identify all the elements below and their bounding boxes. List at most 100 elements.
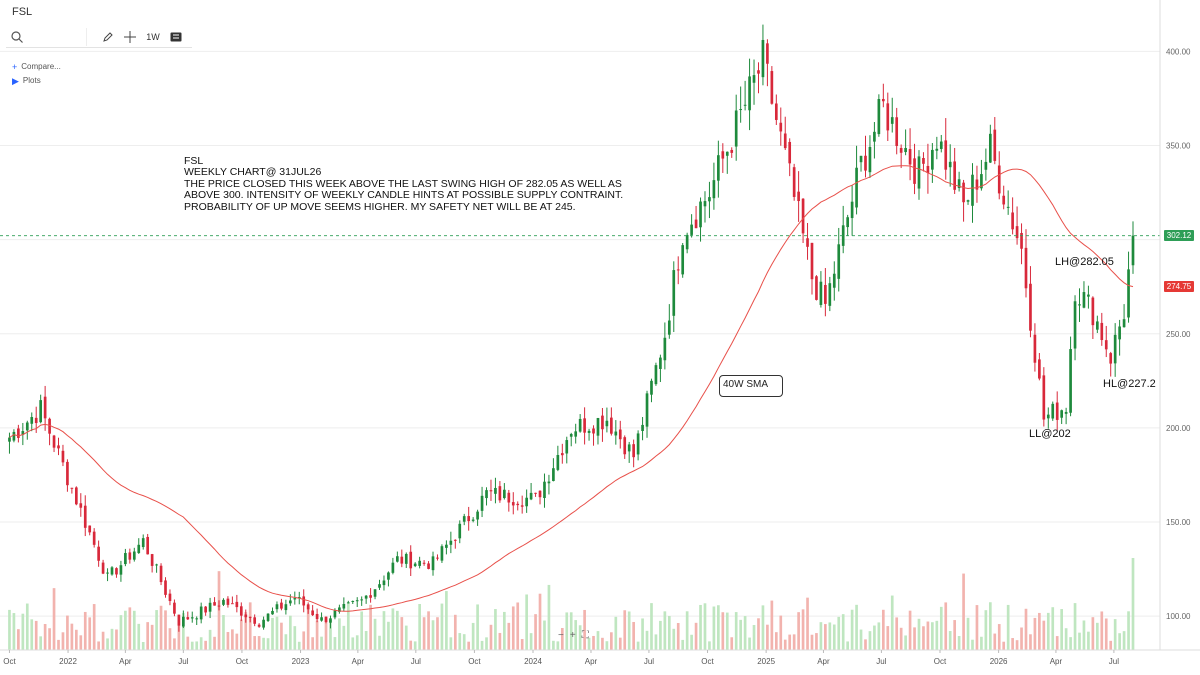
candle-body bbox=[783, 133, 787, 149]
candle-body bbox=[231, 603, 234, 605]
volume-bar bbox=[507, 622, 511, 650]
x-tick-label: Jul bbox=[876, 657, 886, 666]
volume-bar bbox=[280, 622, 283, 650]
volume-bar bbox=[975, 605, 979, 650]
candle-body bbox=[369, 595, 372, 598]
candle-body bbox=[721, 151, 725, 159]
volume-bar bbox=[422, 617, 426, 650]
candle-body bbox=[881, 98, 885, 102]
candle-body bbox=[552, 468, 555, 482]
timeframe-selector[interactable]: 1W bbox=[146, 32, 160, 42]
candle-body bbox=[280, 602, 283, 609]
candle-body bbox=[467, 516, 471, 522]
volume-bar bbox=[119, 615, 123, 650]
candle-body bbox=[83, 505, 87, 528]
candle-body bbox=[788, 141, 792, 164]
candle-body bbox=[101, 562, 105, 574]
candle-body bbox=[57, 445, 60, 449]
candle-body bbox=[34, 417, 38, 424]
volume-bar bbox=[511, 606, 515, 650]
volume-bar bbox=[957, 636, 961, 650]
candle-body bbox=[88, 525, 92, 533]
volume-bar bbox=[578, 625, 582, 650]
zoom-out-button[interactable]: − bbox=[558, 630, 564, 641]
volume-bar bbox=[1064, 628, 1068, 650]
volume-bar bbox=[873, 625, 876, 650]
x-tick-label: 2023 bbox=[292, 657, 310, 666]
candle-body bbox=[627, 444, 631, 452]
candle-body bbox=[422, 562, 426, 564]
candle-body bbox=[810, 242, 814, 280]
volume-bar bbox=[199, 637, 203, 650]
volume-bar bbox=[614, 616, 618, 650]
volume-bar bbox=[797, 612, 800, 650]
candle-body bbox=[1029, 283, 1032, 331]
volume-bar bbox=[601, 637, 604, 650]
chart-type-button[interactable] bbox=[165, 28, 187, 46]
candle-body bbox=[275, 604, 279, 610]
indicator-panel: + Compare... ▶ Plots bbox=[12, 60, 61, 88]
volume-bar bbox=[899, 627, 903, 650]
candle-body bbox=[1091, 297, 1095, 326]
candle-body bbox=[391, 562, 395, 573]
volume-bar bbox=[783, 639, 787, 650]
volume-bar bbox=[306, 605, 310, 650]
volume-bar bbox=[993, 633, 997, 650]
candle-body bbox=[61, 450, 65, 463]
chart-toolbar: 1W bbox=[6, 27, 192, 48]
volume-bar bbox=[471, 622, 475, 650]
candle-body bbox=[712, 180, 716, 199]
volume-bar bbox=[364, 630, 368, 650]
volume-bar bbox=[1015, 640, 1019, 650]
candle-body bbox=[935, 148, 939, 151]
candle-body bbox=[311, 610, 314, 616]
volume-bar bbox=[690, 634, 693, 650]
volume-bar bbox=[239, 619, 243, 650]
candle-body bbox=[743, 104, 747, 106]
draw-button[interactable] bbox=[97, 28, 119, 46]
plots-button[interactable]: ▶ Plots bbox=[12, 74, 61, 88]
volume-bar bbox=[445, 591, 448, 650]
x-tick-label: 2024 bbox=[524, 657, 542, 666]
candle-body bbox=[819, 281, 823, 305]
volume-bar bbox=[467, 641, 471, 650]
fit-screen-button[interactable]: ⛶ bbox=[581, 630, 589, 641]
volume-bar bbox=[770, 600, 774, 650]
candle-body bbox=[453, 539, 457, 541]
candle-body bbox=[195, 618, 199, 620]
volume-bar bbox=[159, 605, 163, 650]
volume-bar bbox=[418, 603, 421, 650]
candle-body bbox=[752, 75, 756, 83]
volume-bar bbox=[382, 611, 386, 650]
candle-body bbox=[837, 244, 841, 279]
candle-body bbox=[297, 596, 301, 598]
volume-bar bbox=[587, 637, 591, 650]
volume-bar bbox=[275, 616, 279, 650]
candle-body bbox=[351, 600, 355, 602]
x-tick-label: Oct bbox=[934, 657, 947, 666]
volume-bar bbox=[329, 619, 332, 650]
candle-body bbox=[886, 103, 890, 131]
candle-body bbox=[578, 418, 582, 432]
candle-body bbox=[797, 191, 800, 202]
candle-body bbox=[21, 431, 25, 435]
volume-bar bbox=[1122, 631, 1126, 650]
candle-body bbox=[8, 437, 11, 442]
volume-bar bbox=[431, 620, 435, 650]
volume-bar bbox=[195, 641, 199, 650]
zoom-in-button[interactable]: + bbox=[569, 630, 576, 641]
volume-bar bbox=[1055, 636, 1059, 650]
lower-high-label: LH@282.05 bbox=[1055, 256, 1114, 268]
candle-body bbox=[119, 565, 123, 575]
symbol-search-input[interactable] bbox=[6, 28, 87, 46]
crosshair-button[interactable] bbox=[119, 28, 141, 46]
volume-bar bbox=[725, 612, 729, 650]
volume-bar bbox=[917, 618, 921, 650]
volume-bar bbox=[132, 610, 136, 650]
candle-body bbox=[1024, 247, 1028, 289]
volume-bar bbox=[890, 595, 894, 650]
candle-body bbox=[908, 149, 912, 165]
volume-bar bbox=[752, 625, 756, 650]
compare-button[interactable]: + Compare... bbox=[12, 60, 61, 74]
